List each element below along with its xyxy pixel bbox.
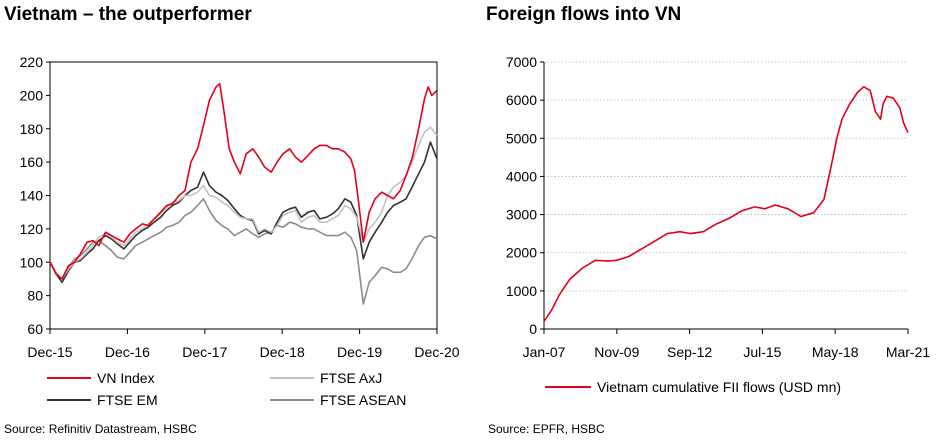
legend-label-vietnam-cumulative-fii-flows-usd-mn: Vietnam cumulative FII flows (USD mn)	[597, 379, 841, 395]
series-line-ftse-asean	[49, 198, 438, 305]
y-tick-label-6000: 6000	[506, 92, 537, 108]
y-tick-label-220: 220	[20, 54, 44, 70]
x-tick-label-dec-18: Dec-18	[260, 344, 305, 360]
y-tick-label-60: 60	[27, 321, 43, 337]
chart-1-plot: 0 1000 2000 3000 4000 5000 6000 7000 Jan-07 Nov-0…	[506, 54, 931, 395]
y-tick-label-7000: 7000	[506, 54, 537, 70]
y-tick-label-100: 100	[20, 254, 44, 270]
vietnam-outperformer-chart: 60 80 100 120 140 160 180 200 220 Dec-15 Dec-16 Dec…	[20, 54, 460, 408]
legend-label-ftse-em: FTSE EM	[97, 392, 158, 408]
y-tick-label-160: 160	[20, 154, 44, 170]
legend-label-ftse-asean: FTSE ASEAN	[320, 392, 406, 408]
x-tick-label-jul-15: Jul-15	[743, 344, 781, 360]
right-chart-title: Foreign flows into VN	[486, 4, 682, 25]
right-chart-panel: Foreign flows into VN 0 1000 2000 3000 4000 5…	[486, 0, 936, 440]
y-tick-label-4000: 4000	[506, 168, 537, 184]
x-tick-label-nov-09: Nov-09	[594, 344, 639, 360]
x-tick-label-dec-16: Dec-16	[105, 344, 150, 360]
y-tick-label-80: 80	[27, 288, 43, 304]
y-tick-label-2000: 2000	[506, 245, 537, 261]
x-tick-label-may-18: May-18	[812, 344, 859, 360]
x-tick-label-dec-19: Dec-19	[337, 344, 382, 360]
y-tick-label-140: 140	[20, 188, 44, 204]
x-tick-label-dec-15: Dec-15	[27, 344, 72, 360]
legend-label-vn-index: VN Index	[97, 370, 155, 386]
chart-0-plot: 60 80 100 120 140 160 180 200 220 Dec-15 Dec-16 Dec…	[20, 54, 460, 408]
left-chart-source: Source: Refinitiv Datastream, HSBC	[4, 422, 197, 436]
x-tick-label-sep-12: Sep-12	[667, 344, 712, 360]
y-tick-label-0: 0	[529, 321, 537, 337]
x-tick-label-jan-07: Jan-07	[523, 344, 566, 360]
y-tick-label-180: 180	[20, 121, 44, 137]
y-tick-label-5000: 5000	[506, 130, 537, 146]
x-tick-label-dec-20: Dec-20	[414, 344, 459, 360]
series-line-ftse-axj	[49, 126, 438, 280]
y-tick-label-3000: 3000	[506, 207, 537, 223]
x-tick-label-dec-17: Dec-17	[182, 344, 227, 360]
left-chart-panel: Vietnam – the outperformer 60 80 100 120 140…	[4, 0, 460, 440]
series-line-vn-index	[49, 82, 438, 280]
right-chart-source: Source: EPFR, HSBC	[488, 422, 605, 436]
left-chart-title: Vietnam – the outperformer	[4, 4, 252, 25]
foreign-flows-chart: 0 1000 2000 3000 4000 5000 6000 7000 Jan-07 Nov-0…	[506, 54, 931, 395]
series-line-ftse-em	[49, 141, 438, 284]
series-line-vietnam-cumulative-fii-flows-usd-mn	[543, 86, 909, 322]
y-tick-label-200: 200	[20, 87, 44, 103]
y-tick-label-120: 120	[20, 221, 44, 237]
y-tick-label-1000: 1000	[506, 283, 537, 299]
x-tick-label-mar-21: Mar-21	[886, 344, 931, 360]
legend-label-ftse-axj: FTSE AxJ	[320, 370, 382, 386]
